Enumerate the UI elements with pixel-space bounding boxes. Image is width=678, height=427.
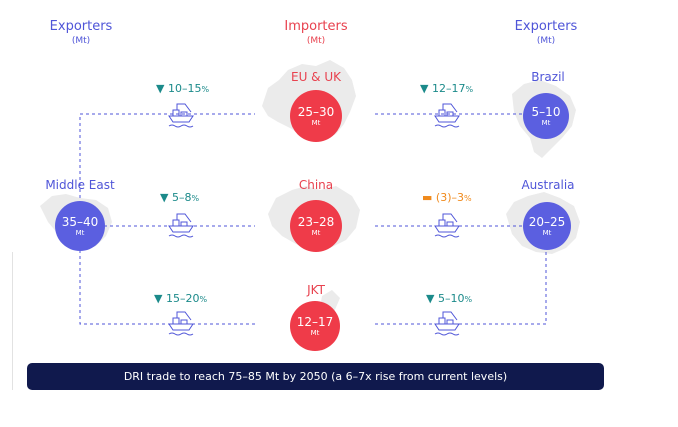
route-change-brazil-eu: ▼ 12–17% xyxy=(420,82,473,95)
route-range: 10–15 xyxy=(167,82,202,95)
route-range: 5–10 xyxy=(437,292,465,305)
header-unit: (Mt) xyxy=(536,36,556,46)
node-circle-china: 23–28 Mt xyxy=(290,200,342,252)
node-circle-middle-east: 35–40 Mt xyxy=(55,201,105,251)
header-exporters-right: Exporters (Mt) xyxy=(476,19,616,47)
header-title: Exporters xyxy=(514,19,578,34)
decline-arrow-icon: ▼ xyxy=(154,292,163,305)
node-circle-brazil: 5–10 Mt xyxy=(523,93,569,139)
ship-icons xyxy=(168,103,460,336)
node-value: 5–10 xyxy=(531,104,561,119)
node-value: 25–30 xyxy=(297,104,335,119)
node-circle-jkt: 12–17 Mt xyxy=(290,301,340,351)
cargo-ship-icon xyxy=(168,103,194,128)
route-change-australia-china: ▬ (3)–3% xyxy=(422,191,472,204)
header-unit: (Mt) xyxy=(306,36,326,46)
route-suffix: % xyxy=(191,194,200,203)
cargo-ship-icon xyxy=(434,311,460,336)
decline-arrow-icon: ▼ xyxy=(156,82,165,95)
route-suffix: % xyxy=(464,295,473,304)
route-suffix: % xyxy=(201,85,210,94)
node-value: 12–17 xyxy=(296,314,334,329)
route-suffix: % xyxy=(465,85,474,94)
left-edge-divider xyxy=(0,252,13,390)
summary-banner: DRI trade to reach 75–85 Mt by 2050 (a 6… xyxy=(27,363,604,390)
route-change-me-eu: ▼ 10–15% xyxy=(156,82,209,95)
decline-arrow-icon: ▼ xyxy=(160,191,169,204)
node-value: 23–28 xyxy=(297,214,335,229)
cargo-ship-icon xyxy=(434,213,460,238)
route-change-me-china: ▼ 5–8% xyxy=(160,191,199,204)
node-label-australia: Australia xyxy=(521,178,575,192)
cargo-ship-icon xyxy=(168,213,194,238)
route-line-me-jkt xyxy=(79,250,255,325)
header-unit: (Mt) xyxy=(71,36,91,46)
route-suffix: % xyxy=(199,295,208,304)
route-change-me-jkt: ▼ 15–20% xyxy=(154,292,207,305)
route-range: 5–8 xyxy=(171,191,192,204)
node-unit: Mt xyxy=(541,118,551,127)
header-importers: Importers (Mt) xyxy=(246,19,386,47)
route-suffix: % xyxy=(464,194,472,203)
node-unit: Mt xyxy=(311,118,321,127)
header-exporters-left: Exporters (Mt) xyxy=(11,19,151,47)
header-title: Exporters xyxy=(49,19,113,34)
route-range: (3)–3 xyxy=(435,191,464,204)
route-range: 15–20 xyxy=(165,292,200,305)
node-circle-eu-uk: 25–30 Mt xyxy=(290,90,342,142)
node-value: 35–40 xyxy=(61,214,99,229)
node-label-china: China xyxy=(298,178,334,192)
node-label-middle-east: Middle East xyxy=(45,178,115,192)
decline-arrow-icon: ▼ xyxy=(426,292,435,305)
node-unit: Mt xyxy=(310,328,320,337)
node-value: 20–25 xyxy=(528,214,566,229)
route-range: 12–17 xyxy=(431,82,466,95)
route-change-australia-jkt: ▼ 5–10% xyxy=(426,292,472,305)
cargo-ship-icon xyxy=(168,311,194,336)
node-unit: Mt xyxy=(75,228,85,237)
node-label-brazil: Brazil xyxy=(531,70,565,84)
node-unit: Mt xyxy=(542,228,552,237)
header-title: Importers xyxy=(284,19,348,34)
flat-dash-icon: ▬ xyxy=(422,191,433,204)
node-label-eu-uk: EU & UK xyxy=(290,70,341,84)
route-line-australia-jkt xyxy=(375,250,547,325)
summary-banner-text: DRI trade to reach 75–85 Mt by 2050 (a 6… xyxy=(123,370,508,383)
node-unit: Mt xyxy=(311,228,321,237)
cargo-ship-icon xyxy=(434,103,460,128)
decline-arrow-icon: ▼ xyxy=(420,82,429,95)
node-label-jkt: JKT xyxy=(307,283,325,297)
node-circle-australia: 20–25 Mt xyxy=(523,202,571,250)
route-line-me-eu xyxy=(79,113,255,210)
